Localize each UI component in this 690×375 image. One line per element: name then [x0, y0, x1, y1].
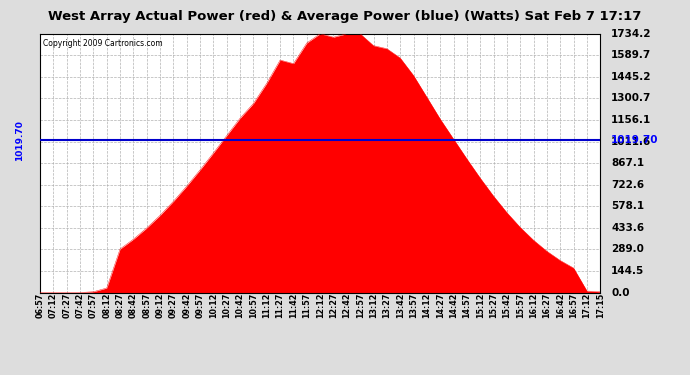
Text: 08:12: 08:12 — [102, 292, 111, 318]
Text: 1011.6: 1011.6 — [611, 136, 651, 147]
Text: 07:12: 07:12 — [49, 292, 58, 318]
Text: 06:57: 06:57 — [35, 292, 45, 318]
Text: 11:57: 11:57 — [302, 292, 311, 318]
Text: 1589.7: 1589.7 — [611, 50, 651, 60]
Text: 17:12: 17:12 — [582, 292, 591, 318]
Text: 12:27: 12:27 — [329, 292, 338, 318]
Text: West Array Actual Power (red) & Average Power (blue) (Watts) Sat Feb 7 17:17: West Array Actual Power (red) & Average … — [48, 10, 642, 23]
Text: 09:12: 09:12 — [155, 292, 165, 318]
Text: 10:42: 10:42 — [235, 292, 245, 318]
Text: 0.0: 0.0 — [611, 288, 629, 297]
Text: 14:42: 14:42 — [449, 292, 458, 318]
Text: 14:57: 14:57 — [462, 292, 471, 318]
Text: 16:57: 16:57 — [569, 292, 578, 318]
Text: 1019.70: 1019.70 — [611, 135, 658, 146]
Text: 07:27: 07:27 — [62, 292, 71, 318]
Text: 578.1: 578.1 — [611, 201, 644, 211]
Text: 13:57: 13:57 — [409, 292, 418, 318]
Text: 13:12: 13:12 — [369, 292, 378, 318]
Text: 722.6: 722.6 — [611, 180, 644, 190]
Text: 15:57: 15:57 — [515, 292, 525, 318]
Text: 09:27: 09:27 — [169, 292, 178, 318]
Text: 15:27: 15:27 — [489, 292, 498, 318]
Text: 10:12: 10:12 — [209, 292, 218, 318]
Text: Copyright 2009 Cartronics.com: Copyright 2009 Cartronics.com — [43, 39, 162, 48]
Text: 14:27: 14:27 — [435, 292, 445, 318]
Text: 1019.70: 1019.70 — [15, 120, 25, 161]
Text: 11:42: 11:42 — [289, 292, 298, 318]
Text: 09:42: 09:42 — [182, 292, 191, 318]
Text: 16:12: 16:12 — [529, 292, 538, 318]
Text: 16:27: 16:27 — [542, 292, 551, 318]
Text: 16:42: 16:42 — [555, 292, 565, 318]
Text: 13:42: 13:42 — [395, 292, 405, 318]
Text: 1734.2: 1734.2 — [611, 29, 651, 39]
Text: 12:12: 12:12 — [315, 292, 325, 318]
Text: 867.1: 867.1 — [611, 158, 644, 168]
Text: 13:27: 13:27 — [382, 292, 391, 318]
Text: 14:12: 14:12 — [422, 292, 431, 318]
Text: 17:15: 17:15 — [595, 292, 605, 318]
Text: 08:42: 08:42 — [129, 292, 138, 318]
Text: 1156.1: 1156.1 — [611, 115, 651, 125]
Text: 09:57: 09:57 — [195, 292, 205, 318]
Text: 08:57: 08:57 — [142, 292, 151, 318]
Text: 10:57: 10:57 — [249, 292, 258, 318]
Text: 08:27: 08:27 — [115, 292, 125, 318]
Text: 1445.2: 1445.2 — [611, 72, 651, 82]
Text: 11:12: 11:12 — [262, 292, 271, 318]
Text: 07:57: 07:57 — [89, 292, 98, 318]
Text: 10:27: 10:27 — [222, 292, 231, 318]
Text: 289.0: 289.0 — [611, 244, 644, 254]
Text: 15:42: 15:42 — [502, 292, 511, 318]
Text: 11:27: 11:27 — [275, 292, 285, 318]
Text: 1300.7: 1300.7 — [611, 93, 651, 104]
Text: 433.6: 433.6 — [611, 223, 644, 233]
Text: 144.5: 144.5 — [611, 266, 644, 276]
Text: 15:12: 15:12 — [475, 292, 485, 318]
Text: 07:42: 07:42 — [75, 292, 85, 318]
Text: 12:42: 12:42 — [342, 292, 351, 318]
Text: 12:57: 12:57 — [355, 292, 365, 318]
